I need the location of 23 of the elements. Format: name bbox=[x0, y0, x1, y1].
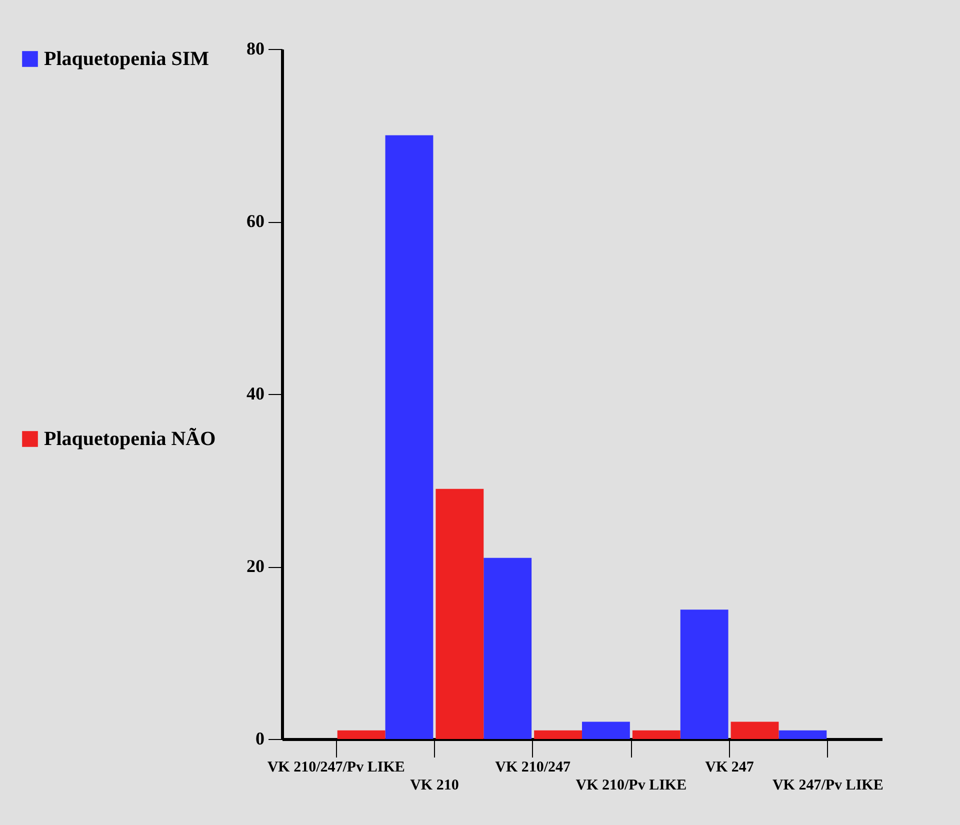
x-tick-label: VK 210 bbox=[410, 778, 459, 794]
y-tick-label: 0 bbox=[256, 728, 264, 748]
bar bbox=[632, 730, 680, 739]
y-tick-label: 40 bbox=[246, 384, 264, 404]
bar bbox=[730, 722, 779, 739]
legend-label: Plaquetopenia NÃO bbox=[44, 427, 216, 450]
x-tick-label: VK 210/247 bbox=[495, 760, 572, 776]
bar bbox=[778, 730, 827, 739]
bar bbox=[385, 135, 434, 739]
bar bbox=[582, 722, 630, 739]
bar bbox=[337, 730, 386, 739]
y-tick-label: 80 bbox=[246, 38, 264, 58]
bar bbox=[436, 488, 484, 739]
x-tick-label: VK 210/247/Pv LIKE bbox=[267, 760, 405, 776]
x-tick-label: VK 247/Pv LIKE bbox=[772, 778, 884, 794]
y-tick-label: 60 bbox=[246, 211, 264, 231]
bar bbox=[680, 610, 728, 739]
bar bbox=[534, 730, 582, 739]
x-tick-label: VK 247 bbox=[705, 760, 754, 776]
y-tick-label: 20 bbox=[246, 556, 264, 576]
bar bbox=[484, 558, 532, 739]
x-tick-label: VK 210/Pv LIKE bbox=[576, 778, 687, 794]
legend-label: Plaquetopenia SIM bbox=[44, 48, 210, 70]
